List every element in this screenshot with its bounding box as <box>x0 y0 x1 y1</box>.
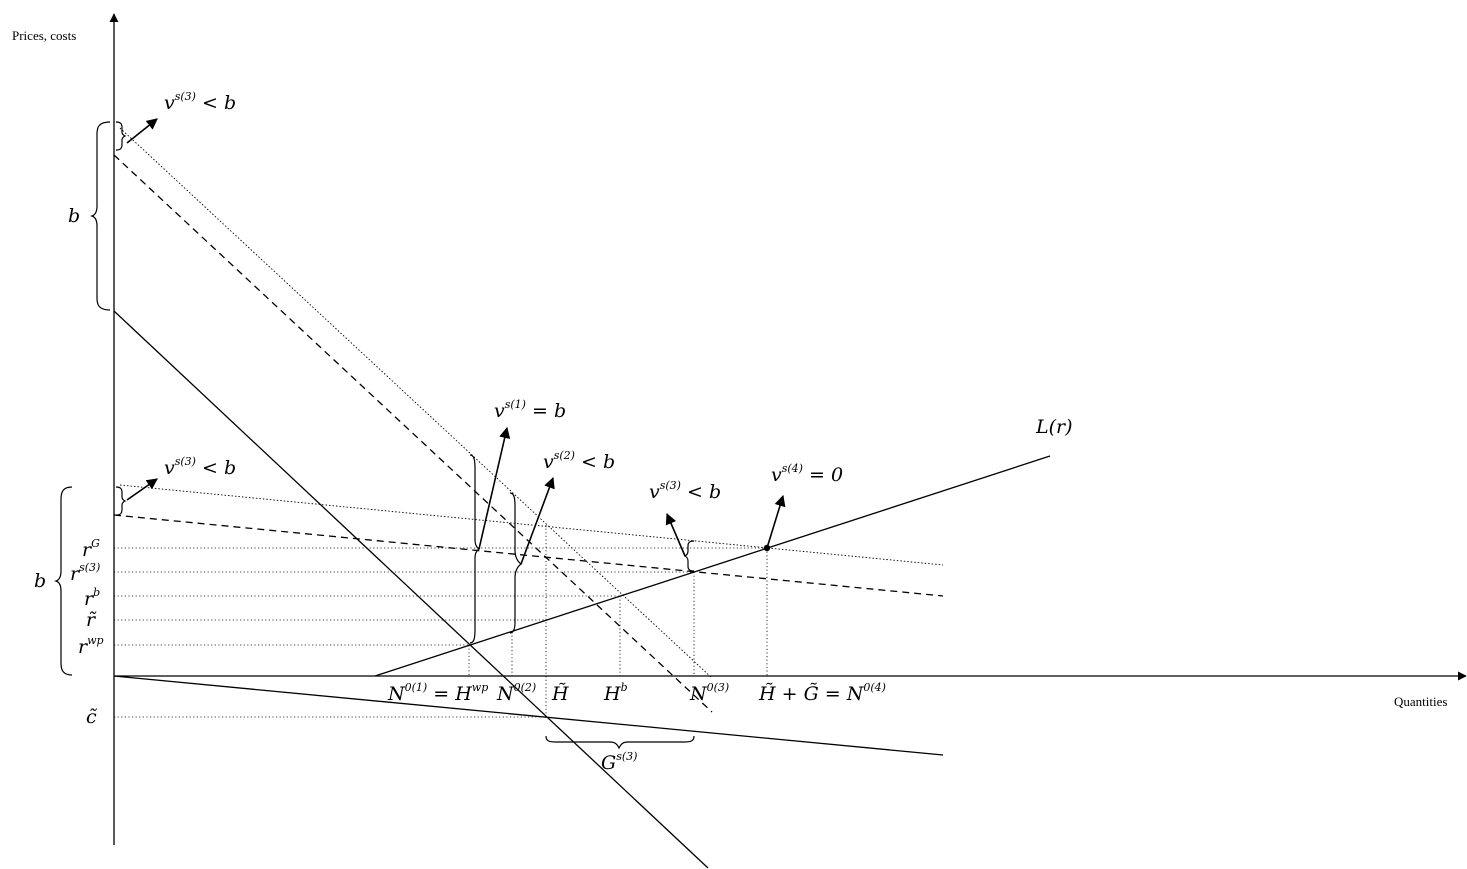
L-line <box>374 455 1051 677</box>
arrow-v3-mid <box>126 478 158 501</box>
dotted-flat-line <box>119 484 944 566</box>
demand-line-steep <box>113 310 709 869</box>
label-hb: Hb <box>603 681 628 705</box>
arrow-v4 <box>766 494 786 549</box>
arrow-v3-top <box>126 118 158 144</box>
label-rwp: rwp <box>78 634 104 658</box>
arrow-v3-right <box>665 512 686 557</box>
brace-v3-right <box>683 540 695 572</box>
x-axis-title: Quantities <box>1394 694 1447 709</box>
label-v4: vs(4) = 0 <box>771 462 843 486</box>
label-v3-top: vs(3) < b <box>164 90 236 114</box>
brace-v1 <box>469 454 481 644</box>
label-n02: N0(2) <box>496 681 536 705</box>
label-g: Gs(3) <box>601 750 637 774</box>
brace-small-top <box>115 121 127 151</box>
y-axis-title: Prices, costs <box>12 28 76 43</box>
brace-b-lower <box>54 486 73 676</box>
label-n01: N0(1) = Hwp <box>387 681 488 705</box>
label-n04: H̃ + G̃ = N0(4) <box>758 681 886 705</box>
label-v2: vs(2) < b <box>543 449 615 473</box>
arrow-v1 <box>478 426 511 550</box>
label-rG: rG <box>82 537 100 561</box>
label-rb: rb <box>84 586 100 610</box>
label-b-lower: b <box>34 570 46 592</box>
label-b-upper: b <box>68 205 80 227</box>
label-v3-mid: vs(3) < b <box>164 455 236 479</box>
label-rs3: rs(3) <box>70 561 100 585</box>
label-v1: vs(1) = b <box>494 398 566 422</box>
label-n03: N0(3) <box>689 681 729 705</box>
label-htilde: H̃ <box>551 683 569 705</box>
brace-b-upper <box>90 121 111 311</box>
label-v3-right: vs(3) < b <box>649 479 721 503</box>
brace-small-mid <box>115 486 127 516</box>
label-rtilde: r̃ <box>86 609 97 631</box>
brace-v2 <box>509 492 522 634</box>
cost-line <box>113 675 944 756</box>
arrow-v2 <box>520 476 555 565</box>
dashed-demand-line-steep <box>113 154 713 713</box>
dashed-flat-line <box>113 514 944 597</box>
label-L: L(r) <box>1035 416 1073 438</box>
dotted-demand-line-steep <box>119 127 713 679</box>
label-ctilde: c̃ <box>86 706 98 728</box>
brace-g <box>545 735 695 750</box>
